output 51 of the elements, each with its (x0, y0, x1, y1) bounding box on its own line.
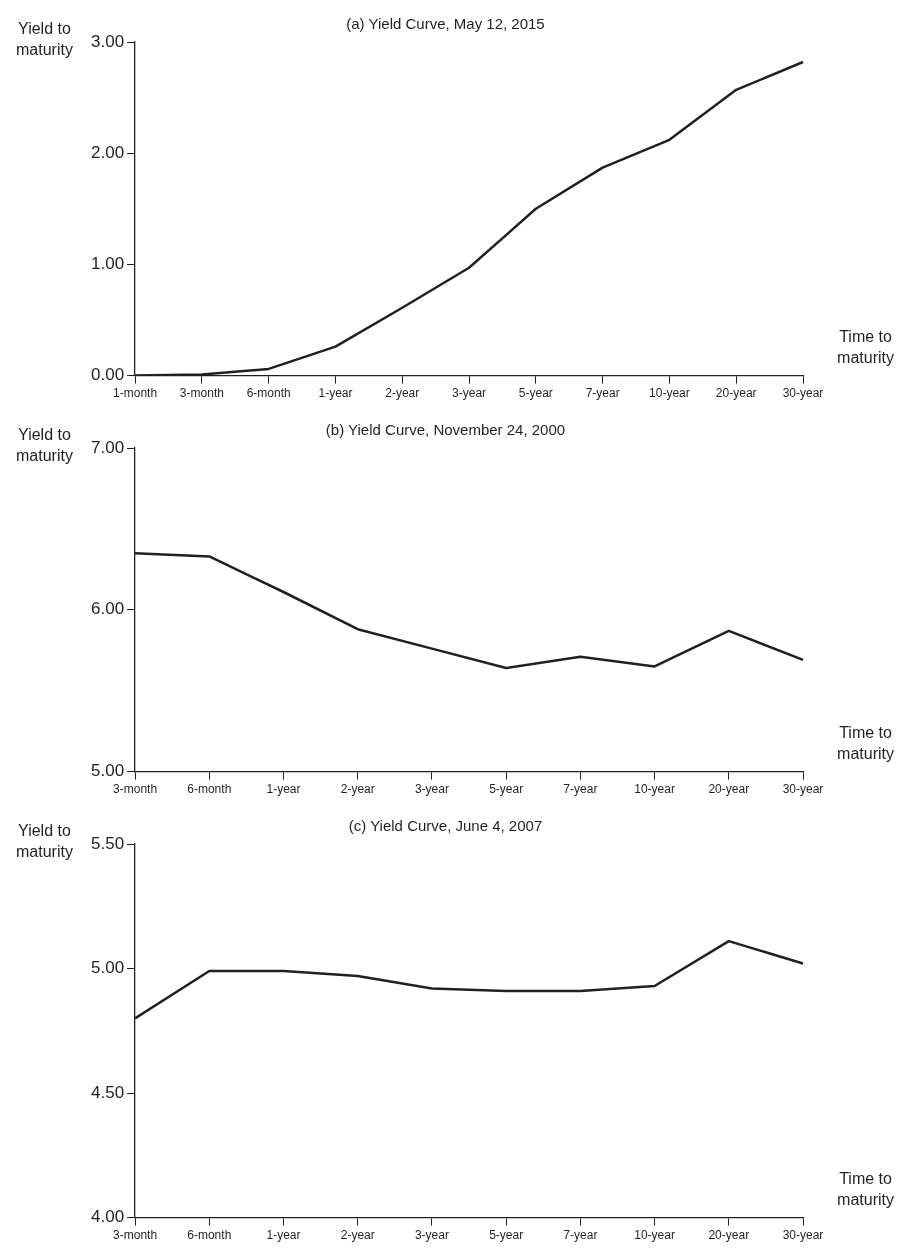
x-tick-label: 1-year (266, 782, 301, 797)
x-tick-label: 3-month (179, 386, 224, 401)
y-tick-label: 3.00 (90, 31, 125, 51)
y-tick-label: 2.00 (90, 142, 125, 162)
x-tick-label: 20-year (715, 386, 757, 401)
x-tick-label: 5-year (489, 1228, 524, 1243)
x-tick-label: 1-month (113, 386, 158, 401)
x-axis-title: Time to maturity (837, 723, 895, 764)
x-tick-label: 30-year (782, 1228, 824, 1243)
x-tick-label: 3-year (452, 386, 487, 401)
y-tick-label: 5.00 (90, 761, 125, 781)
y-tick-label: 0.00 (90, 365, 125, 385)
chart-title: (a) Yield Curve, May 12, 2015 (346, 15, 545, 33)
x-tick-label: 20-year (708, 1228, 750, 1243)
x-tick-label: 2-year (340, 782, 375, 797)
y-axis-title: Yield to maturity (16, 821, 73, 862)
y-tick-label: 7.00 (90, 437, 125, 457)
y-tick-label: 1.00 (90, 254, 125, 274)
y-axis-title: Yield to maturity (16, 425, 73, 466)
x-tick-label: 6-month (187, 782, 232, 797)
chart-title: (c) Yield Curve, June 4, 2007 (348, 817, 543, 835)
y-tick-label: 6.00 (90, 599, 125, 619)
x-tick-label: 1-year (266, 1228, 301, 1243)
x-tick-label: 7-year (563, 782, 598, 797)
x-tick-label: 20-year (708, 782, 750, 797)
x-tick-label: 10-year (634, 1228, 675, 1243)
y-tick-label: 4.00 (90, 1207, 125, 1227)
x-tick-label: 10-year (634, 782, 675, 797)
x-tick-label: 3-year (414, 1228, 449, 1243)
x-axis-title: Time to maturity (837, 1169, 895, 1210)
y-tick-label: 4.50 (90, 1082, 125, 1102)
y-tick-label: 5.00 (90, 958, 125, 978)
x-tick-label: 30-year (782, 386, 824, 401)
y-axis-title: Yield to maturity (16, 19, 73, 60)
x-tick-label: 3-month (113, 1228, 158, 1243)
x-tick-label: 5-year (489, 782, 524, 797)
x-tick-label: 3-month (113, 782, 158, 797)
x-tick-label: 30-year (782, 782, 824, 797)
x-tick-label: 3-year (414, 782, 449, 797)
x-tick-label: 6-month (187, 1228, 232, 1243)
y-tick-label: 5.50 (90, 833, 125, 853)
x-tick-label: 2-year (340, 1228, 375, 1243)
x-tick-label: 5-year (518, 386, 553, 401)
x-axis-title: Time to maturity (837, 327, 895, 368)
x-tick-label: 6-month (246, 386, 291, 401)
x-tick-label: 2-year (385, 386, 420, 401)
x-tick-label: 7-year (585, 386, 620, 401)
chart-title: (b) Yield Curve, November 24, 2000 (325, 421, 566, 439)
x-tick-label: 1-year (318, 386, 353, 401)
x-tick-label: 7-year (563, 1228, 598, 1243)
x-tick-label: 10-year (649, 386, 690, 401)
